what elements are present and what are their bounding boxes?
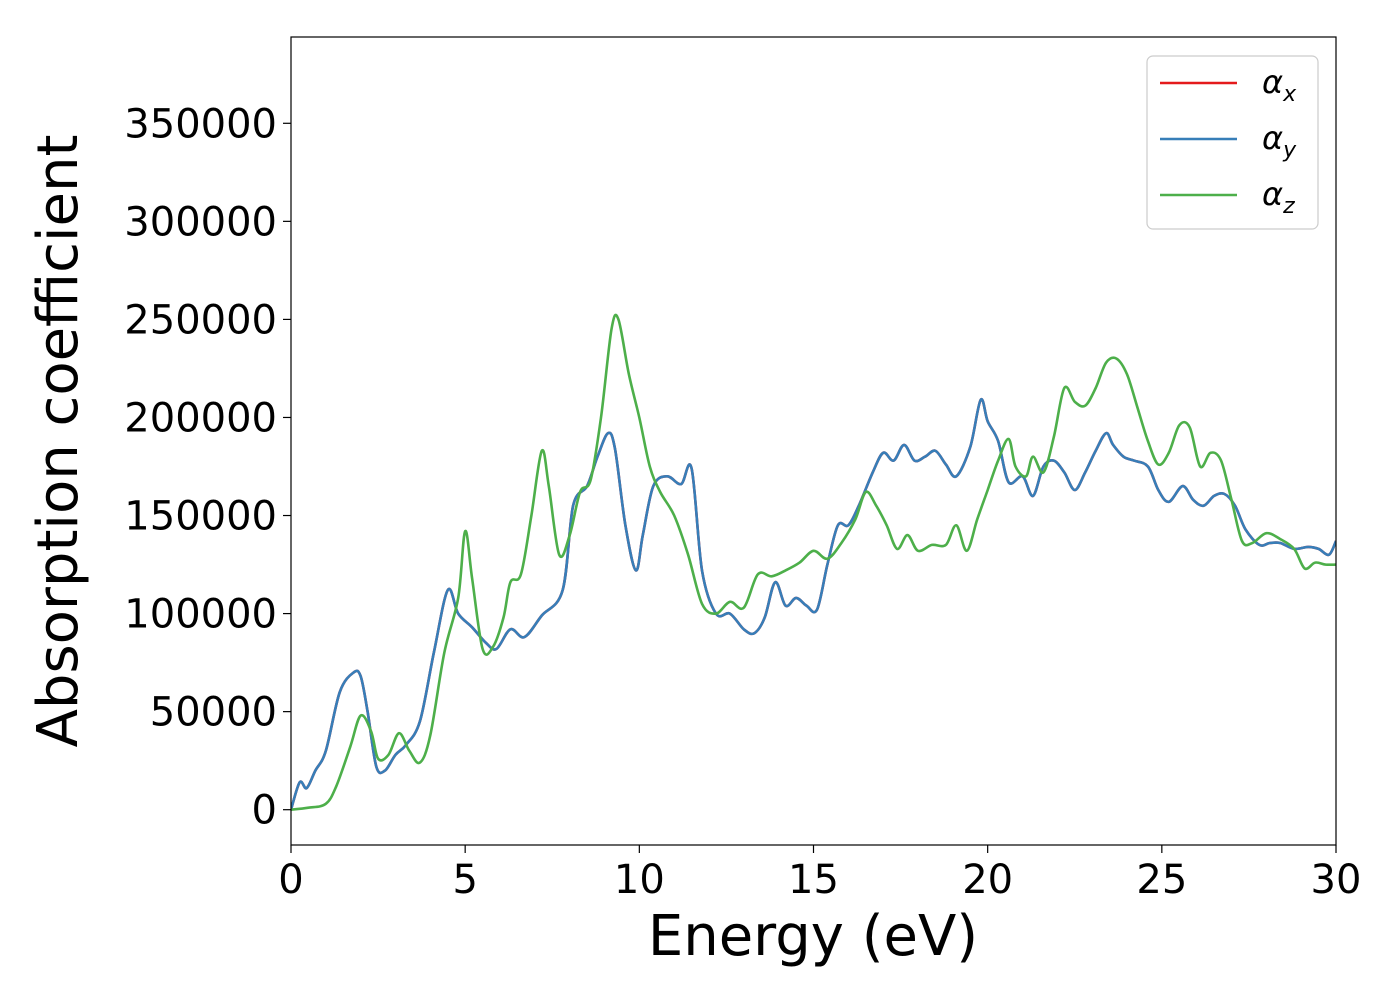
series-layer — [291, 313, 1336, 811]
x-tick-label: 20 — [962, 857, 1013, 903]
x-tick-label: 10 — [614, 857, 665, 903]
y-tick-label: 100000 — [124, 592, 277, 638]
legend-entry-label: αx — [1262, 63, 1297, 107]
legend: αx αy αz — [1146, 55, 1319, 230]
y-axis-label: Absorption coefficient — [26, 135, 91, 748]
legend-entry-label: αz — [1262, 175, 1295, 219]
legend-box — [1146, 55, 1319, 230]
x-axis-label: Energy (eV) — [648, 904, 978, 969]
x-tick-label: 30 — [1311, 857, 1362, 903]
y-tick-label: 250000 — [124, 297, 277, 343]
y-tick-label: 150000 — [124, 494, 277, 540]
y-tick-label: 50000 — [150, 690, 277, 736]
series-line-alpha-y — [291, 397, 1336, 811]
y-tick-label: 200000 — [124, 395, 277, 441]
x-tick-label: 15 — [788, 857, 839, 903]
y-tick-label: 0 — [252, 788, 277, 834]
y-tick-label: 300000 — [124, 199, 277, 245]
series-line-alpha-x — [291, 397, 1336, 811]
series-line-alpha-z — [291, 313, 1336, 811]
x-tick-label: 25 — [1136, 857, 1187, 903]
legend-entry-label: αy — [1262, 119, 1297, 163]
x-tick-label: 5 — [452, 857, 477, 903]
axes-layer: 0 5 10 15 20 25 30 0 50000 100000 150000 200000 2500… — [124, 36, 1362, 903]
x-tick-label: 0 — [278, 857, 303, 903]
y-tick-label: 350000 — [124, 101, 277, 147]
